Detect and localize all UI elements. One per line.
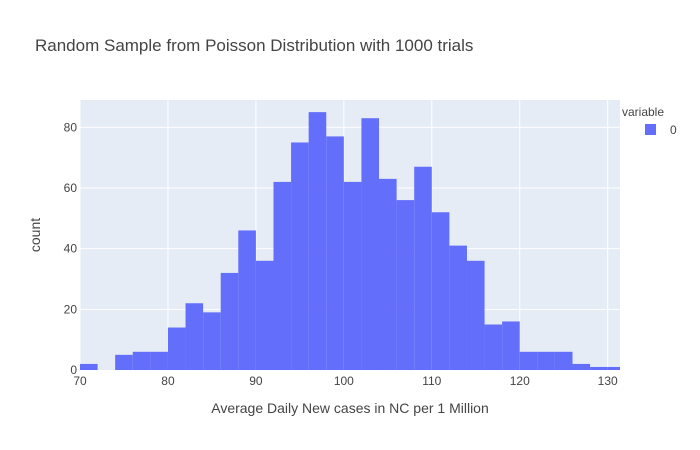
- x-tick-label: 80: [161, 374, 175, 388]
- x-axis-title: Average Daily New cases in NC per 1 Mill…: [211, 400, 489, 416]
- histogram-bar[interactable]: [115, 354, 133, 370]
- y-axis-title: count: [27, 218, 43, 252]
- x-tick-label: 120: [510, 374, 530, 388]
- histogram-bar[interactable]: [185, 303, 204, 370]
- histogram-bar[interactable]: [255, 260, 274, 370]
- histogram-bar[interactable]: [449, 245, 467, 370]
- histogram-bar[interactable]: [80, 363, 98, 370]
- histogram-bar[interactable]: [220, 272, 239, 370]
- x-tick-label: 110: [422, 374, 441, 388]
- x-tick-label: 130: [598, 374, 618, 388]
- legend-item[interactable]: 0: [645, 123, 677, 137]
- histogram-bar[interactable]: [502, 321, 520, 370]
- histogram-bar[interactable]: [519, 351, 538, 370]
- histogram-bar[interactable]: [414, 166, 432, 370]
- histogram-bar[interactable]: [572, 363, 591, 370]
- histogram-bar[interactable]: [238, 230, 256, 370]
- histogram-bar[interactable]: [484, 324, 503, 370]
- histogram-bar[interactable]: [273, 181, 292, 370]
- histogram-bar[interactable]: [308, 112, 327, 371]
- histogram-bar[interactable]: [537, 351, 555, 370]
- histogram-bar[interactable]: [590, 366, 608, 370]
- histogram-bar[interactable]: [379, 178, 397, 370]
- legend-title: variable: [622, 105, 664, 119]
- y-tick-label: 60: [64, 181, 78, 195]
- histogram-bar[interactable]: [291, 142, 309, 370]
- histogram-bar[interactable]: [431, 212, 450, 370]
- y-tick-label: 0: [70, 363, 77, 377]
- x-tick-label: 100: [334, 374, 354, 388]
- y-tick-label: 20: [64, 302, 78, 316]
- histogram-bar[interactable]: [396, 200, 415, 370]
- y-tick-label: 40: [64, 242, 78, 256]
- histogram-bar[interactable]: [466, 260, 485, 370]
- histogram-bar[interactable]: [361, 118, 380, 371]
- legend-label: 0: [670, 123, 677, 137]
- histogram-bar[interactable]: [343, 181, 362, 370]
- histogram-bar[interactable]: [607, 366, 620, 370]
- histogram-bar[interactable]: [167, 327, 186, 370]
- histogram-bar[interactable]: [326, 136, 344, 370]
- chart-title: Random Sample from Poisson Distribution …: [35, 36, 473, 55]
- histogram-bar[interactable]: [132, 351, 151, 370]
- x-tick-label: 90: [249, 374, 263, 388]
- y-tick-label: 80: [64, 120, 78, 134]
- histogram-bar[interactable]: [554, 351, 573, 370]
- histogram-bar[interactable]: [150, 351, 168, 370]
- legend: variable 0: [622, 105, 677, 137]
- legend-swatch: [645, 124, 656, 135]
- x-tick-label: 70: [73, 374, 87, 388]
- histogram-bar[interactable]: [203, 312, 221, 370]
